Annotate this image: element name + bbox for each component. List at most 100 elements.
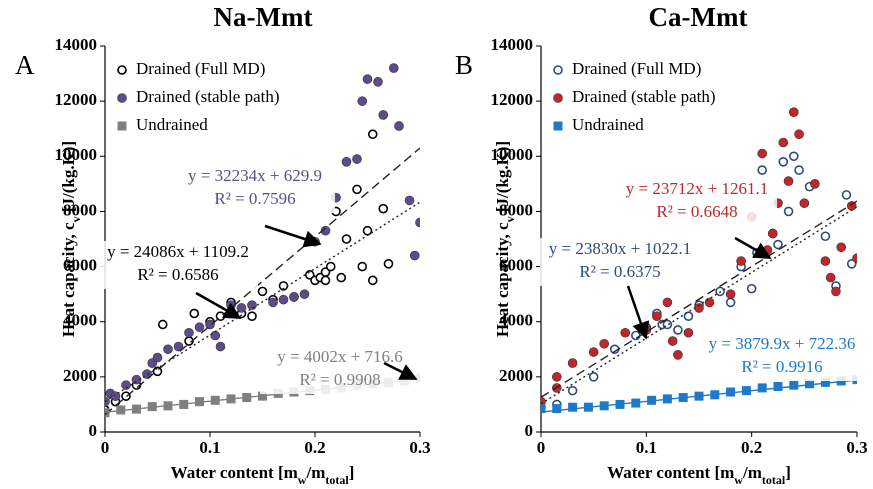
point xyxy=(757,383,767,393)
label-part: w xyxy=(734,473,743,487)
point xyxy=(805,379,815,389)
point xyxy=(767,228,778,239)
point xyxy=(247,300,257,310)
trend-equation: y = 23712x + 1261.1 xyxy=(626,179,768,198)
y-tick-label: 2000 xyxy=(63,366,97,385)
point xyxy=(205,319,215,330)
point xyxy=(357,261,368,272)
label-part: Heat capacity, c xyxy=(59,222,78,337)
point xyxy=(394,121,404,131)
label-part: /m xyxy=(742,463,762,482)
point xyxy=(378,110,389,120)
point xyxy=(852,253,857,264)
label-part: total xyxy=(325,473,349,487)
point xyxy=(788,151,799,162)
point xyxy=(588,347,599,357)
trendline xyxy=(541,206,857,405)
point xyxy=(357,96,368,106)
label-part: v xyxy=(69,216,83,222)
trend-r2: R² = 0.9908 xyxy=(299,370,380,389)
point xyxy=(820,377,830,387)
label-part: [J/(kg.K)] xyxy=(493,141,512,217)
point xyxy=(194,322,205,333)
y-tick-label: 12000 xyxy=(55,90,98,109)
legend-marker xyxy=(553,93,563,103)
x-tick-label: 0.2 xyxy=(304,438,325,457)
point xyxy=(831,286,841,297)
point xyxy=(725,297,736,308)
point xyxy=(320,225,331,236)
annotation-bg xyxy=(540,238,700,286)
legend-label: Drained (Full MD) xyxy=(136,59,265,78)
annotation-bg xyxy=(98,241,258,289)
point xyxy=(662,297,673,308)
point xyxy=(378,203,389,214)
legend-label: Drained (stable path) xyxy=(136,87,280,106)
point xyxy=(599,338,610,349)
arrow xyxy=(264,224,322,248)
point xyxy=(383,259,394,269)
legend-marker xyxy=(553,121,563,131)
trend-equation: y = 23830x + 1022.1 xyxy=(549,239,691,258)
point xyxy=(652,311,662,322)
label-part: /m xyxy=(305,463,325,482)
label-part: Water content [m xyxy=(171,463,298,482)
arrow xyxy=(734,236,772,260)
point xyxy=(773,239,783,250)
point xyxy=(746,283,757,294)
point xyxy=(825,272,836,283)
point xyxy=(352,154,362,164)
y-axis-label: Heat capacity, cv [J/(kg.K)] xyxy=(59,141,83,337)
point xyxy=(404,195,415,206)
point xyxy=(362,225,373,236)
y-axis-label: Heat capacity, cv [J/(kg.K)] xyxy=(493,141,517,337)
point xyxy=(189,308,200,319)
point xyxy=(704,297,715,308)
y-tick-label: 14000 xyxy=(55,35,98,54)
annotation-bg xyxy=(260,346,420,394)
point xyxy=(336,272,347,283)
x-tick-label: 0 xyxy=(537,438,546,457)
point xyxy=(568,402,578,412)
legend-marker xyxy=(553,65,563,75)
y-tick-label: 14000 xyxy=(491,35,534,54)
trend-equation: y = 24086x + 1109.2 xyxy=(107,242,249,261)
plot-area xyxy=(105,63,420,418)
trend-equation: y = 4002x + 716.6 xyxy=(277,347,402,366)
point xyxy=(836,242,847,253)
point xyxy=(820,256,831,266)
annotation-arrows xyxy=(195,224,772,381)
point xyxy=(783,206,794,217)
y-tick-label: 8000 xyxy=(63,200,97,219)
legend-label: Drained (stable path) xyxy=(572,87,716,106)
x-tick-label: 0.1 xyxy=(199,438,220,457)
point xyxy=(352,184,362,195)
label-part: ] xyxy=(785,463,791,482)
point xyxy=(362,74,373,84)
trend-equation: y = 3879.9x + 722.36 xyxy=(709,334,856,353)
chart-title: Ca-Mmt xyxy=(649,2,748,32)
trend-r2: R² = 0.6375 xyxy=(579,262,660,281)
trendline xyxy=(541,200,857,398)
point xyxy=(794,165,804,175)
x-tick-label: 0.2 xyxy=(741,438,762,457)
point xyxy=(683,327,694,338)
point xyxy=(588,372,599,382)
point xyxy=(620,327,631,338)
point xyxy=(320,275,331,286)
point xyxy=(409,250,420,261)
chart-title: Na-Mmt xyxy=(214,2,313,32)
x-axis-label: Water content [mw/mtotal] xyxy=(607,463,791,487)
annotation-bg xyxy=(702,333,862,381)
point xyxy=(110,391,121,401)
point xyxy=(299,289,310,299)
point xyxy=(215,341,226,352)
trend-r2: R² = 0.6586 xyxy=(137,265,218,284)
point xyxy=(725,289,736,299)
point xyxy=(726,387,736,397)
arrow xyxy=(626,285,650,340)
point xyxy=(789,380,799,390)
point xyxy=(367,129,378,140)
annotation-bg xyxy=(617,178,777,226)
point xyxy=(341,234,352,244)
